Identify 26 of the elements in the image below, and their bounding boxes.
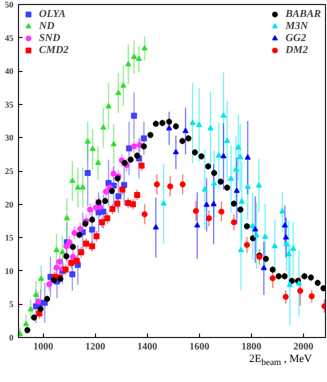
x-tick-label: 1000 [33,342,54,352]
legend-label: M3N [285,20,308,32]
y-tick-label: 40 [4,66,14,76]
legend-label: SND [39,32,60,44]
y-tick-label: 5 [9,299,14,310]
y-tick-label: 10 [4,266,14,276]
legend-label: GG2 [285,32,306,44]
y-tick-label: 15 [4,232,14,243]
x-axis-title: 2E$_{beam}$ , MeV [249,352,312,370]
x-tick-label: 2000 [293,342,314,352]
y-tick-label: 50 [4,0,14,10]
y-tick-label: 45 [4,32,14,43]
x-tick-label: 1600 [189,342,210,352]
y-tick-label: 30 [4,132,14,143]
legend-label: BABAR [285,8,321,20]
legend-label: ND [39,20,56,32]
y-tick-label: 0 [9,332,14,342]
legend-label: DM2 [285,44,308,56]
x-tick-label: 1800 [241,342,262,352]
y-tick-label: 20 [4,199,14,210]
y-tick-label: 25 [4,166,14,176]
legend-label: CMD2 [39,44,69,56]
legend-label: OLYA [39,8,66,20]
x-tick-label: 1200 [85,342,106,352]
y-tick-label: 35 [4,99,14,110]
x-tick-label: 1400 [137,342,158,352]
